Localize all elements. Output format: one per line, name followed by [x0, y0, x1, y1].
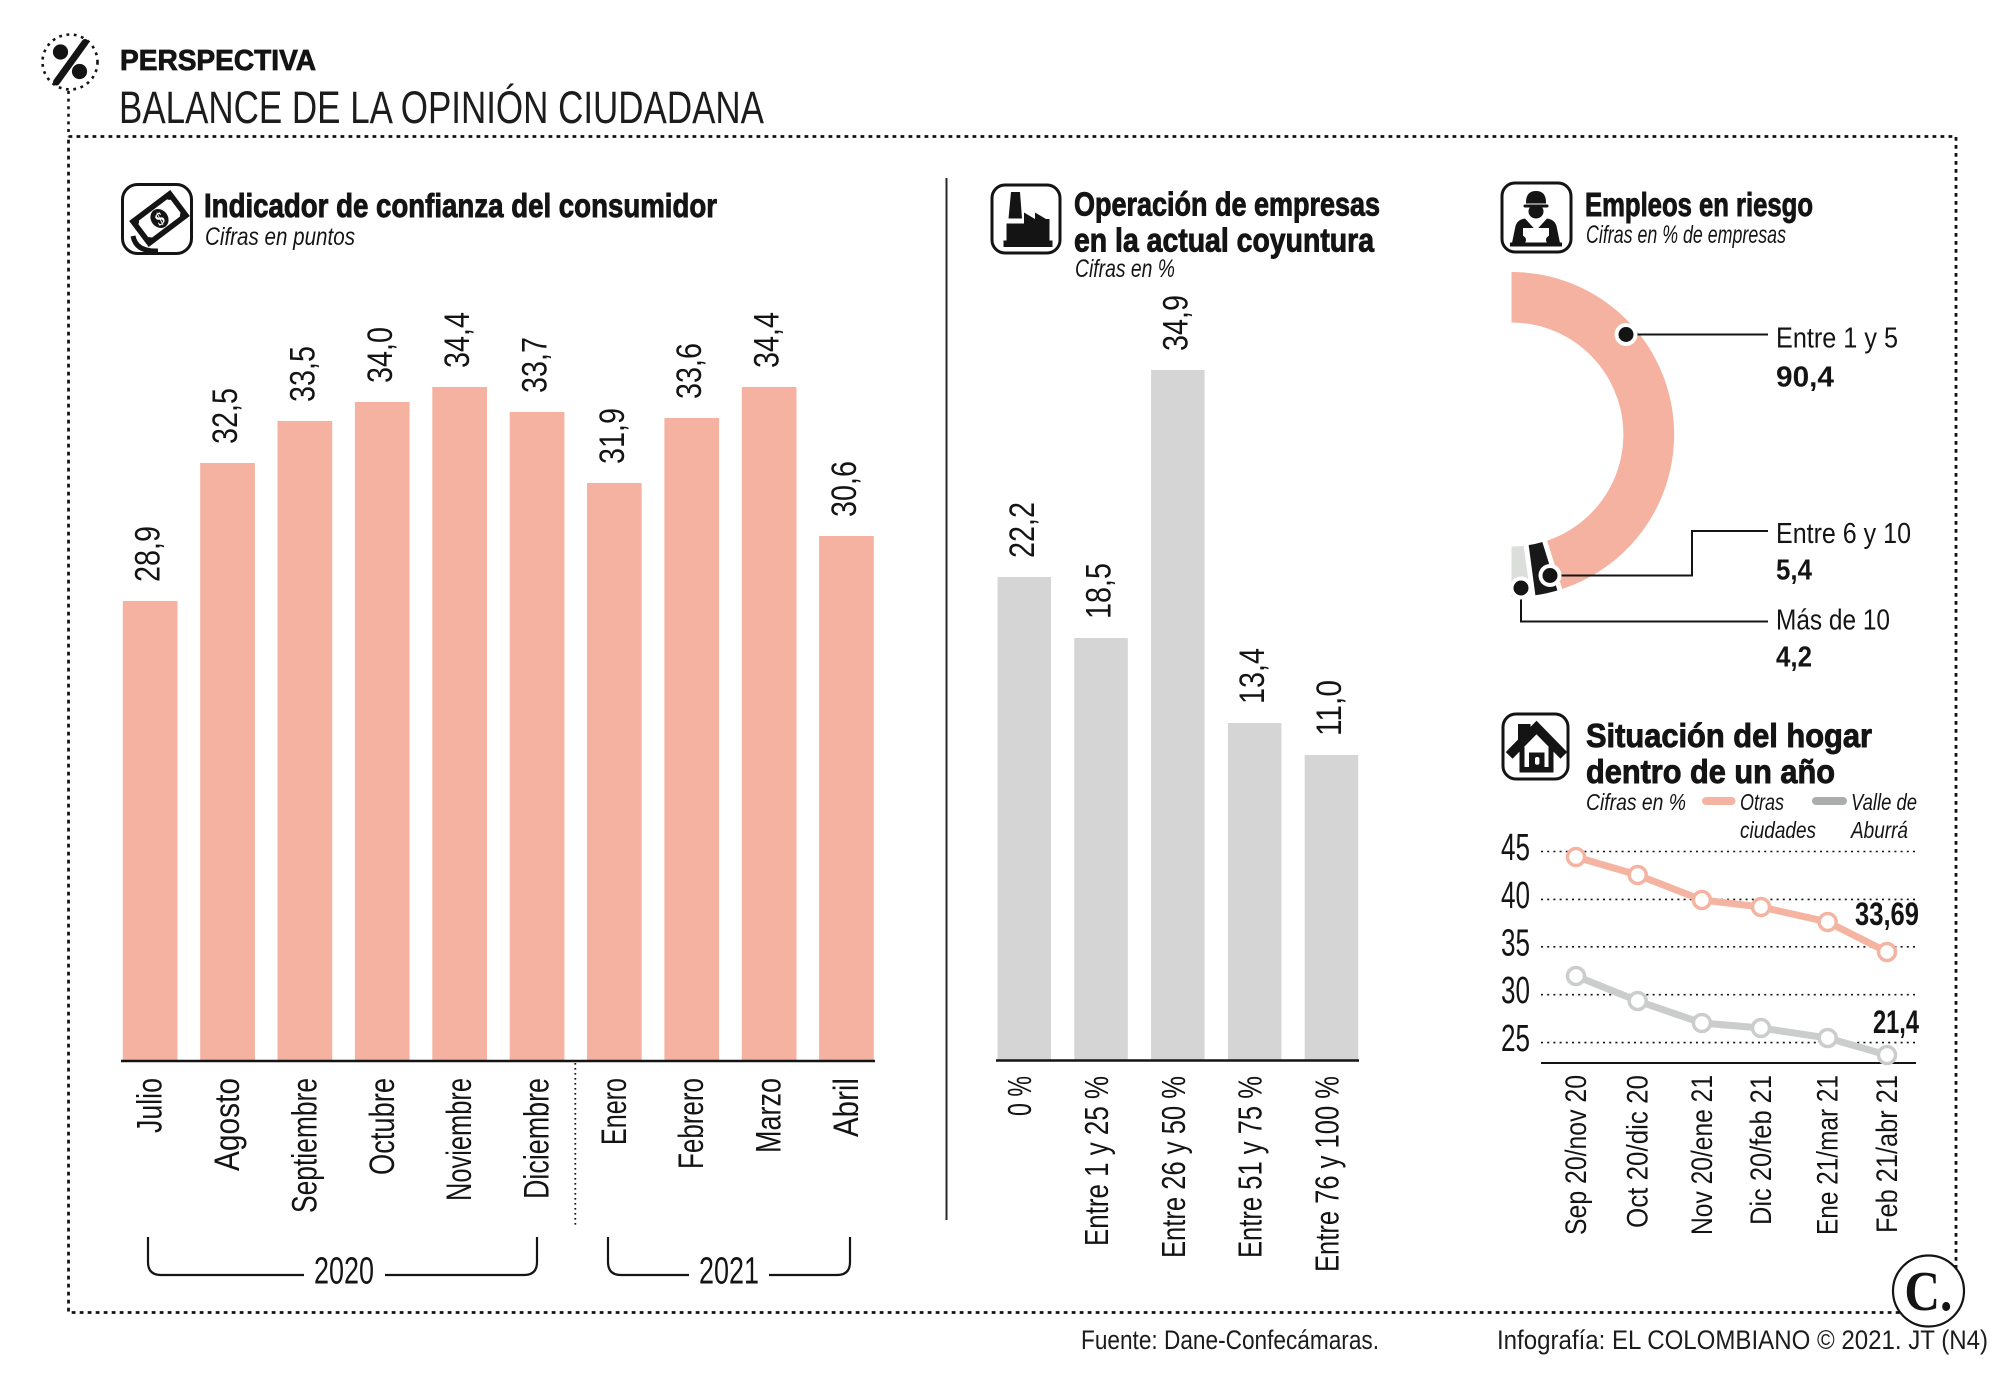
svg-text:Entre 1 y 5: Entre 1 y 5	[1776, 323, 1898, 355]
svg-text:Valle de: Valle de	[1851, 789, 1917, 815]
svg-text:33,6: 33,6	[670, 343, 709, 399]
svg-text:Cifras en % de empresas: Cifras en % de empresas	[1586, 221, 1786, 249]
svg-text:Indicador de confianza del con: Indicador de confianza del consumidor	[204, 187, 717, 224]
svg-text:Oct 20/dic 20: Oct 20/dic 20	[1622, 1075, 1655, 1228]
svg-text:Más de 10: Más de 10	[1776, 605, 1890, 637]
svg-text:Entre 1 y 25 %: Entre 1 y 25 %	[1078, 1076, 1115, 1246]
svg-text:34,4: 34,4	[748, 312, 787, 368]
svg-text:Otras: Otras	[1740, 789, 1784, 815]
svg-text:Empleos en riesgo: Empleos en riesgo	[1585, 186, 1813, 223]
svg-text:4,2: 4,2	[1776, 642, 1812, 674]
svg-text:en la actual coyuntura: en la actual coyuntura	[1074, 222, 1375, 259]
svg-text:11,0: 11,0	[1310, 680, 1349, 736]
svg-text:45: 45	[1501, 827, 1530, 869]
svg-text:34,9: 34,9	[1156, 295, 1195, 351]
svg-text:Fuente: Dane-Confecámaras.: Fuente: Dane-Confecámaras.	[1081, 1325, 1379, 1355]
svg-text:Entre 26 y 50 %: Entre 26 y 50 %	[1155, 1076, 1192, 1258]
svg-text:ciudades: ciudades	[1740, 817, 1816, 843]
svg-text:Sep 20/nov 20: Sep 20/nov 20	[1560, 1075, 1593, 1235]
svg-text:25: 25	[1501, 1018, 1530, 1060]
svg-text:Diciembre: Diciembre	[518, 1078, 557, 1199]
svg-text:Entre 51 y 75 %: Entre 51 y 75 %	[1232, 1076, 1269, 1258]
svg-text:Infografía: EL COLOMBIANO © 20: Infografía: EL COLOMBIANO © 2021. JT (N4…	[1497, 1325, 1988, 1355]
svg-text:Entre 6 y 10: Entre 6 y 10	[1776, 518, 1911, 550]
svg-text:Abril: Abril	[827, 1078, 866, 1137]
svg-text:28,9: 28,9	[129, 526, 168, 582]
svg-text:Aburrá: Aburrá	[1849, 817, 1908, 843]
svg-text:Marzo: Marzo	[750, 1078, 789, 1153]
svg-text:Cifras en puntos: Cifras en puntos	[205, 223, 355, 251]
svg-text:Enero: Enero	[595, 1078, 634, 1145]
svg-text:Nov 20/ene 21: Nov 20/ene 21	[1686, 1075, 1719, 1235]
svg-text:Noviembre: Noviembre	[440, 1078, 479, 1201]
svg-text:Feb 21/abr 21: Feb 21/abr 21	[1871, 1075, 1904, 1233]
svg-text:18,5: 18,5	[1080, 563, 1119, 619]
svg-text:30: 30	[1501, 970, 1530, 1012]
svg-text:C.: C.	[1904, 1261, 1952, 1323]
svg-text:Situación del hogar: Situación del hogar	[1586, 717, 1872, 754]
svg-text:13,4: 13,4	[1233, 648, 1272, 704]
svg-text:Cifras en %: Cifras en %	[1075, 255, 1175, 283]
svg-text:2020: 2020	[314, 1251, 374, 1293]
svg-text:0 %: 0 %	[1001, 1076, 1038, 1116]
svg-text:Septiembre: Septiembre	[285, 1078, 324, 1213]
svg-text:Operación de empresas: Operación de empresas	[1074, 186, 1380, 223]
svg-text:Octubre: Octubre	[363, 1078, 402, 1175]
svg-text:2021: 2021	[699, 1251, 759, 1293]
svg-text:33,69: 33,69	[1855, 896, 1919, 932]
svg-text:30,6: 30,6	[825, 461, 864, 517]
svg-text:PERSPECTIVA: PERSPECTIVA	[120, 45, 316, 77]
svg-text:Dic 20/feb 21: Dic 20/feb 21	[1745, 1075, 1778, 1225]
svg-text:Agosto: Agosto	[208, 1078, 247, 1171]
svg-text:BALANCE DE LA OPINIÓN CIUDADAN: BALANCE DE LA OPINIÓN CIUDADANA	[119, 82, 764, 133]
svg-text:dentro de un año: dentro de un año	[1586, 753, 1835, 790]
svg-text:34,0: 34,0	[361, 327, 400, 383]
svg-text:35: 35	[1501, 922, 1530, 964]
svg-text:Julio: Julio	[131, 1078, 170, 1133]
svg-text:90,4: 90,4	[1776, 362, 1834, 394]
svg-text:Ene 21/mar 21: Ene 21/mar 21	[1812, 1075, 1845, 1235]
svg-text:21,4: 21,4	[1873, 1004, 1919, 1040]
svg-text:Cifras en %: Cifras en %	[1586, 789, 1686, 815]
svg-text:Entre 76 y 100 %: Entre 76 y 100 %	[1309, 1076, 1346, 1272]
svg-text:22,2: 22,2	[1003, 502, 1042, 558]
svg-text:33,5: 33,5	[283, 346, 322, 402]
svg-text:31,9: 31,9	[593, 408, 632, 464]
svg-text:40: 40	[1501, 875, 1530, 917]
svg-text:33,7: 33,7	[516, 337, 555, 393]
svg-text:34,4: 34,4	[438, 312, 477, 368]
svg-text:Febrero: Febrero	[672, 1078, 711, 1169]
svg-text:5,4: 5,4	[1776, 555, 1812, 587]
svg-text:32,5: 32,5	[206, 388, 245, 444]
